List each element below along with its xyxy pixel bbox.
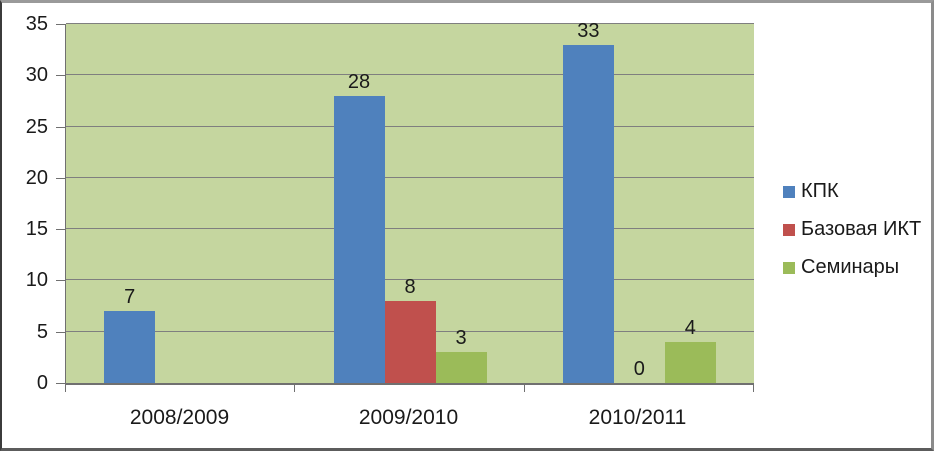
x-axis-tick-mark	[65, 385, 66, 392]
bar-data-label: 0	[633, 358, 645, 380]
y-axis-tick-mark	[56, 24, 65, 25]
y-axis-tick-label: 0	[36, 372, 48, 394]
gridline	[66, 74, 754, 76]
y-axis-tick-mark	[56, 280, 65, 282]
legend-label: КПК	[801, 180, 839, 202]
bar-kpk	[562, 45, 614, 383]
x-axis-tick-mark	[753, 385, 754, 392]
legend-swatch-icon	[783, 223, 795, 236]
y-axis-tick-mark	[56, 229, 65, 231]
x-axis-category-label: 2008/2009	[129, 406, 230, 429]
bar-kpk	[104, 311, 156, 383]
y-axis-tick-label: 30	[25, 64, 48, 87]
legend-swatch-icon	[783, 261, 795, 274]
y-axis-tick-label: 5	[36, 320, 48, 343]
bar-data-label: 4	[684, 317, 696, 339]
plot-area: 7 28 33 8 0 3 4	[65, 20, 754, 385]
legend: КПК Базовая ИКТ Семинары	[783, 181, 921, 278]
bar-seminary	[664, 342, 716, 383]
y-axis-tick-mark	[56, 383, 65, 384]
y-axis-tick-label: 15	[25, 218, 48, 241]
gridline	[66, 23, 754, 24]
y-axis-tick-label: 10	[25, 269, 48, 292]
gridline	[66, 125, 754, 127]
legend-item: Семинары	[783, 257, 921, 278]
bar-data-label: 3	[455, 327, 467, 349]
bar-data-label: 33	[577, 20, 600, 42]
bar-bazovaya-ikt	[384, 301, 436, 383]
legend-item: КПК	[783, 181, 921, 202]
y-axis-tick-label: 25	[25, 115, 48, 138]
x-axis-category-label: 2010/2011	[588, 406, 687, 429]
y-axis-tick-mark	[56, 126, 65, 128]
legend-label: Базовая ИКТ	[801, 218, 922, 240]
y-axis-tick-label: 20	[25, 166, 48, 189]
x-axis-tick-mark	[523, 385, 525, 392]
legend-label: Семинары	[801, 256, 900, 278]
x-axis-tick-mark	[294, 385, 296, 392]
gridline	[66, 279, 754, 281]
bar-kpk	[333, 96, 385, 383]
bar-data-label: 28	[347, 71, 371, 93]
y-axis-tick-mark	[56, 331, 65, 333]
legend-item: Базовая ИКТ	[783, 219, 921, 240]
gridline	[66, 228, 754, 230]
gridline	[66, 176, 754, 178]
y-axis-tick-label: 35	[25, 13, 48, 35]
legend-swatch-icon	[783, 185, 795, 198]
bar-seminary	[435, 352, 487, 383]
bar-data-label: 7	[124, 286, 136, 308]
x-axis-category-label: 2009/2010	[358, 406, 459, 429]
y-axis-tick-mark	[56, 75, 65, 77]
bar-data-label: 8	[404, 276, 416, 298]
y-axis-tick-mark	[56, 177, 65, 179]
